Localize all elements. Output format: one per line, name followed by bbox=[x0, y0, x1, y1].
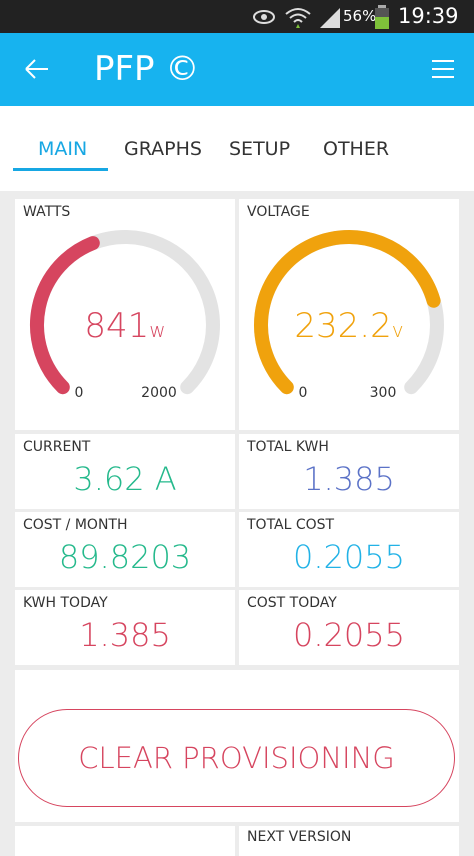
next-version-label: NEXT VERSION bbox=[247, 829, 352, 845]
gauge-value: 841w bbox=[84, 306, 165, 346]
back-button[interactable] bbox=[24, 58, 50, 80]
display-value: 1.385 bbox=[303, 460, 395, 498]
gauge: 232.2v 0 300 bbox=[254, 230, 444, 401]
gauge-unit: w bbox=[149, 318, 165, 342]
menu-button[interactable] bbox=[431, 59, 455, 79]
tab-indicator bbox=[13, 168, 108, 171]
gauge-min: 0 bbox=[299, 385, 308, 401]
battery-percent: 56% bbox=[343, 7, 377, 25]
display-label: COST TODAY bbox=[247, 595, 337, 611]
tab[interactable]: GRAPHS bbox=[124, 138, 202, 160]
gauge-label: VOLTAGE bbox=[247, 204, 310, 220]
battery-icon bbox=[375, 5, 389, 29]
gauge-unit: v bbox=[392, 318, 404, 342]
tab[interactable]: MAIN bbox=[38, 138, 88, 160]
gauge-panel: WATTS 841w 0 2000 bbox=[15, 199, 235, 430]
value-display: KWH TODAY 1.385 bbox=[15, 590, 235, 665]
display-value: 0.2055 bbox=[293, 616, 405, 654]
bottom-panel bbox=[15, 826, 235, 856]
display-label: TOTAL COST bbox=[247, 517, 335, 533]
gauge-arc bbox=[30, 236, 100, 395]
display-value: 3.62 A bbox=[73, 460, 177, 498]
display-value: 89.8203 bbox=[58, 538, 192, 576]
gauge-min: 0 bbox=[75, 385, 84, 401]
tab[interactable]: SETUP bbox=[229, 138, 291, 160]
value-display: COST / MONTH 89.8203 bbox=[15, 512, 235, 587]
value-display: TOTAL COST 0.2055 bbox=[239, 512, 459, 587]
value-display: TOTAL KWH 1.385 bbox=[239, 434, 459, 509]
display-label: KWH TODAY bbox=[23, 595, 108, 611]
value-display: CURRENT 3.62 A bbox=[15, 434, 235, 509]
button-panel: CLEAR PROVISIONING bbox=[15, 670, 459, 822]
display-label: COST / MONTH bbox=[23, 517, 128, 533]
display-value: 0.2055 bbox=[293, 538, 405, 576]
status-icons bbox=[253, 8, 340, 28]
gauge-arc bbox=[254, 230, 441, 395]
gauge-label: WATTS bbox=[23, 204, 71, 220]
gauge-value-number: 232.2 bbox=[294, 306, 391, 346]
display-value: 1.385 bbox=[79, 616, 171, 654]
gauge-max: 2000 bbox=[141, 385, 177, 401]
display-label: CURRENT bbox=[23, 439, 91, 455]
status-bar: 56% 19:39 bbox=[0, 0, 474, 33]
gauge-value: 232.2v bbox=[294, 306, 403, 346]
bottom-panel: NEXT VERSION bbox=[239, 826, 459, 856]
gauge: 841w 0 2000 bbox=[30, 230, 220, 401]
value-display: COST TODAY 0.2055 bbox=[239, 590, 459, 665]
gauge-panel: VOLTAGE 232.2v 0 300 bbox=[239, 199, 459, 430]
display-label: TOTAL KWH bbox=[247, 439, 329, 455]
clock: 19:39 bbox=[398, 4, 459, 28]
gauge-value-number: 841 bbox=[84, 306, 149, 346]
clear-provisioning-button[interactable]: CLEAR PROVISIONING bbox=[18, 709, 455, 807]
tab-bar: MAIN GRAPHS SETUP OTHER bbox=[0, 106, 474, 191]
tab[interactable]: OTHER bbox=[323, 138, 390, 160]
app-title: PFP © bbox=[94, 49, 200, 89]
app-bar: PFP © bbox=[0, 33, 474, 106]
gauge-max: 300 bbox=[370, 385, 397, 401]
